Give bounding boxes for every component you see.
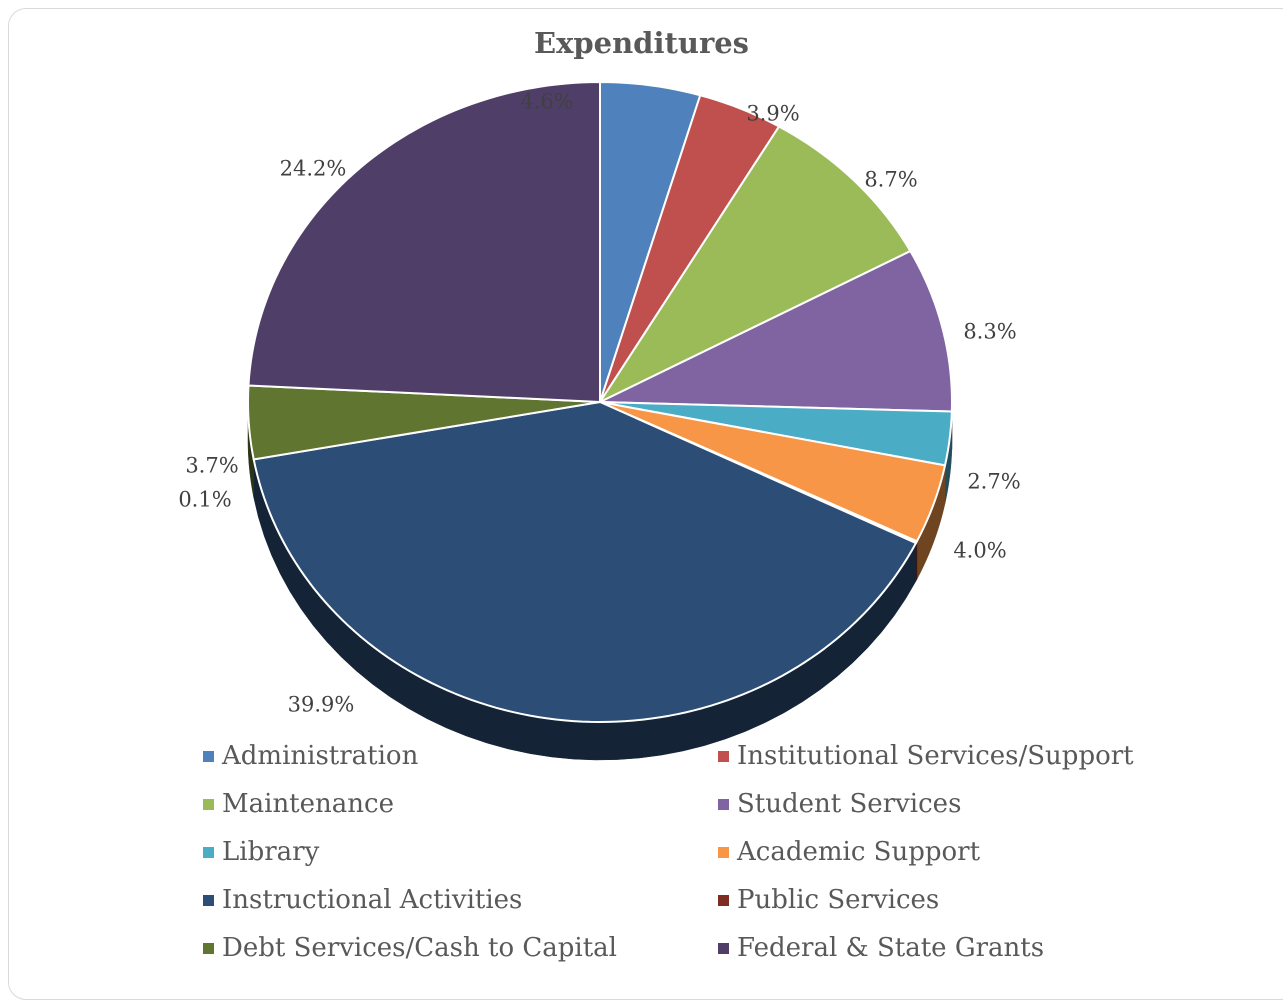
legend-swatch bbox=[203, 751, 214, 762]
legend-item-institutional-services-support: Institutional Services/Support bbox=[718, 741, 1134, 771]
legend-label: Library bbox=[222, 837, 319, 867]
data-label-library: 2.7% bbox=[967, 470, 1020, 494]
legend-swatch bbox=[718, 943, 729, 954]
legend-item-library: Library bbox=[203, 837, 319, 867]
legend-label: Federal & State Grants bbox=[737, 933, 1044, 963]
legend-item-federal-and-state-grants: Federal & State Grants bbox=[718, 933, 1044, 963]
legend-item-debt-services-cash-to-capital: Debt Services/Cash to Capital bbox=[203, 933, 617, 963]
legend-label: Academic Support bbox=[737, 837, 980, 867]
legend-item-instructional-activities: Instructional Activities bbox=[203, 885, 522, 915]
legend-item-public-services: Public Services bbox=[718, 885, 939, 915]
legend-label: Debt Services/Cash to Capital bbox=[222, 933, 617, 963]
data-label-institutional-services-support: 3.9% bbox=[746, 102, 799, 126]
legend-swatch bbox=[203, 799, 214, 810]
legend-swatch bbox=[718, 847, 729, 858]
legend-item-student-services: Student Services bbox=[718, 789, 961, 819]
legend-swatch bbox=[718, 751, 729, 762]
data-label-federal-and-state-grants: 24.2% bbox=[280, 157, 347, 181]
data-label-academic-support: 4.0% bbox=[953, 539, 1006, 563]
pie-chart: 4.6% 3.9% 8.7% 8.3% 2.7% 4.0% 0.1% 39.9% 3.7% 24.… bbox=[0, 0, 1283, 969]
legend-label: Maintenance bbox=[222, 789, 394, 819]
legend-swatch bbox=[718, 799, 729, 810]
legend-swatch bbox=[203, 943, 214, 954]
legend-swatch bbox=[203, 895, 214, 906]
data-label-maintenance: 8.7% bbox=[864, 168, 917, 192]
legend-label: Public Services bbox=[737, 885, 939, 915]
legend-item-administration: Administration bbox=[203, 741, 418, 771]
legend-item-maintenance: Maintenance bbox=[203, 789, 394, 819]
data-label-administration: 4.6% bbox=[520, 90, 573, 114]
data-label-student-services: 8.3% bbox=[963, 320, 1016, 344]
legend-swatch bbox=[718, 895, 729, 906]
data-label-public-services: 0.1% bbox=[178, 488, 231, 512]
legend-item-academic-support: Academic Support bbox=[718, 837, 980, 867]
data-label-instructional-activities: 39.9% bbox=[288, 693, 355, 717]
data-label-debt-services-cash-to-capital: 3.7% bbox=[185, 454, 238, 478]
legend-label: Administration bbox=[222, 741, 418, 771]
legend-label: Instructional Activities bbox=[222, 885, 522, 915]
pie-slice-federal-and-state-grants bbox=[248, 82, 600, 402]
legend-label: Student Services bbox=[737, 789, 961, 819]
legend-swatch bbox=[203, 847, 214, 858]
legend-label: Institutional Services/Support bbox=[737, 741, 1134, 771]
